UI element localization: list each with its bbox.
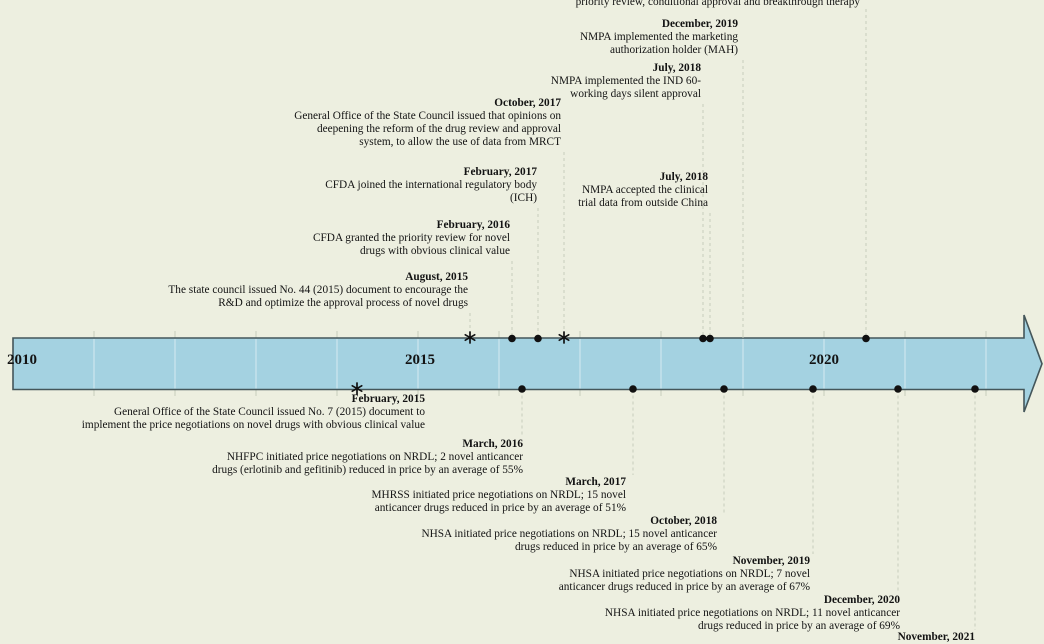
event-text-line: The state council issued No. 44 (2015) d… [168, 284, 468, 296]
event-date: February, 2017 [463, 166, 537, 178]
event-block-jul-2018-ind: July, 2018 NMPA implemented the IND 60- wo… [0, 62, 701, 101]
event-text-line: working days silent approval [570, 88, 701, 100]
event-date: December, 2020 [823, 594, 900, 606]
event-marker-star [558, 331, 570, 344]
event-block-feb-2017: February, 2017 CFDA joined the internatio… [0, 166, 537, 205]
event-marker-dot [720, 385, 728, 393]
event-block-aug-2015: August, 2015 The state council issued No.… [0, 271, 468, 310]
event-text-line: implement the price negotiations on nove… [81, 419, 425, 431]
event-date: December, 2019 [661, 18, 738, 30]
event-text-line: NHSA initiated price negotiations on NRD… [421, 528, 717, 540]
event-text-line: NMPA implemented the marketing [579, 31, 738, 43]
event-text-line: trial data from outside China [578, 197, 708, 209]
event-markers [351, 331, 979, 395]
leader-lines [356, 9, 976, 630]
year-label: 2010 [7, 352, 37, 368]
event-text-line: R&D and optimize the approval process of… [218, 297, 468, 309]
event-block-nov-2019: November, 2019 NHSA initiated price negot… [0, 555, 810, 594]
event-date: November, 2021 [897, 631, 975, 643]
event-text-line: drugs reduced in price by an average of … [514, 541, 717, 553]
event-marker-star [351, 382, 363, 395]
event-marker-dot [971, 385, 979, 393]
event-text-line: General Office of the State Council issu… [113, 406, 425, 418]
event-block-feb-2015: February, 2015 General Office of the Stat… [0, 393, 425, 432]
event-date: March, 2016 [462, 438, 523, 450]
event-date: July, 2018 [659, 171, 708, 183]
event-marker-dot [706, 334, 714, 343]
event-text-line: (ICH) [510, 192, 537, 204]
event-text-line: system, to allow the use of data from MR… [359, 136, 561, 148]
event-text-line: CFDA granted the priority review for nov… [312, 232, 510, 244]
event-block-feb-2016: February, 2016 CFDA granted the priority … [0, 219, 510, 258]
star-stroke [351, 384, 363, 393]
event-text-line: MHRSS initiated price negotiations on NR… [371, 489, 626, 501]
event-marker-dot [699, 334, 707, 343]
year-label: 2020 [809, 352, 839, 368]
event-text-line: priority review, conditional approval an… [575, 0, 860, 8]
star-stroke [558, 333, 570, 342]
event-date: November, 2019 [732, 555, 810, 567]
event-text-line: authorization holder (MAH) [610, 44, 738, 56]
event-text-line: drugs with obvious clinical value [360, 245, 510, 257]
event-date: July, 2018 [652, 62, 701, 74]
event-block-oct-2017: October, 2017 General Office of the State… [0, 97, 561, 149]
event-text-line: CFDA joined the international regulatory… [325, 179, 537, 191]
timeline-arrow [12, 314, 1043, 413]
event-text-line: NHFPC initiated price negotiations on NR… [226, 451, 523, 463]
event-marker-dot [518, 385, 526, 393]
event-text-line: NHSA initiated price negotiations on NRD… [604, 607, 900, 619]
event-text-line: deepening the reform of the drug review … [316, 123, 561, 135]
event-marker-dot [534, 334, 542, 343]
year-gridlines-on-arrow [93, 339, 987, 389]
event-text-line: NHSA initiated price negotiations on NRD… [569, 568, 810, 580]
event-date: October, 2018 [650, 515, 717, 527]
event-date: February, 2015 [351, 393, 425, 405]
event-block-mar-2016: March, 2016 NHFPC initiated price negotia… [0, 438, 523, 477]
event-block-dec-2020: December, 2020 NHSA initiated price negot… [0, 594, 900, 633]
event-text-line: drugs (erlotinib and gefitinib) reduced … [212, 464, 523, 476]
event-text-line: drugs reduced in price by an average of … [697, 620, 900, 632]
event-text-line: anticancer drugs reduced in price by an … [558, 581, 810, 593]
event-text-line: General Office of the State Council issu… [294, 110, 561, 122]
event-marker-star [464, 331, 476, 344]
event-date: August, 2015 [405, 271, 468, 283]
event-marker-dot [894, 385, 902, 393]
event-block-dec-2019: December, 2019 NMPA implemented the marke… [0, 18, 738, 57]
star-stroke [464, 333, 476, 342]
event-marker-dot [629, 385, 637, 393]
event-marker-dot [862, 334, 870, 343]
event-text-line: anticancer drugs reduced in price by an … [374, 502, 626, 514]
event-block-oct-2018: October, 2018 NHSA initiated price negoti… [0, 515, 717, 554]
event-date: February, 2016 [436, 219, 510, 231]
event-block-partial-top: priority review, conditional approval an… [0, 0, 860, 9]
event-marker-dot [508, 334, 516, 343]
event-marker-dot [809, 385, 817, 393]
event-block-nov-2021: November, 2021 [0, 631, 975, 644]
event-block-jul-2018-trial: July, 2018 NMPA accepted the clinical tria… [0, 171, 708, 210]
event-text-line: NMPA implemented the IND 60- [550, 75, 701, 87]
event-date: March, 2017 [565, 476, 626, 488]
event-block-mar-2017: March, 2017 MHRSS initiated price negotia… [0, 476, 626, 515]
event-text-line: NMPA accepted the clinical [581, 184, 708, 196]
year-label: 2015 [405, 352, 435, 368]
event-date: October, 2017 [494, 97, 561, 109]
